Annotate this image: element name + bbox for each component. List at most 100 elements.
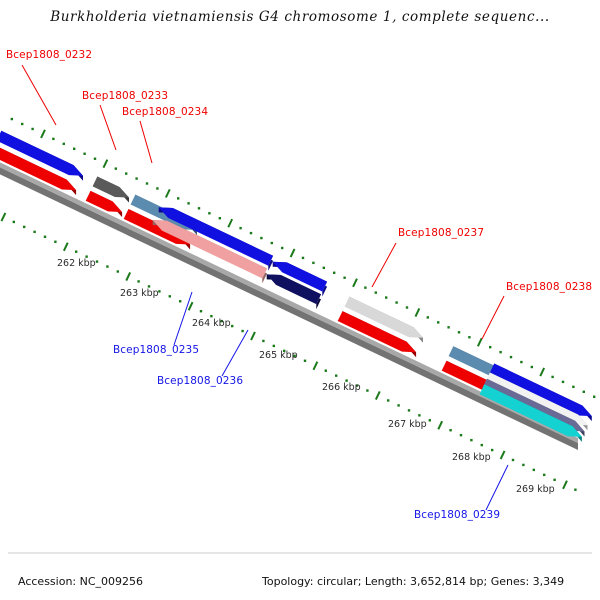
gene-feature-Bcep1808_0235-gene-track-blue[interactable] <box>158 207 274 271</box>
axis-tick-minor <box>395 301 398 304</box>
gene-label-Bcep1808_0238[interactable]: Bcep1808_0238 <box>506 281 592 293</box>
axis-tick-minor <box>239 226 242 230</box>
gene-bar-top <box>482 378 585 432</box>
axis-tick-label-5: 267 kbp <box>388 419 427 430</box>
gene-label-Bcep1808_0239[interactable]: Bcep1808_0239 <box>414 509 500 521</box>
gene-bars-layer[interactable] <box>0 130 592 442</box>
axis-tick-minor <box>387 399 390 402</box>
axis-tick-major <box>312 361 319 371</box>
gene-feature-Bcep1808_0237-gene-track-red[interactable] <box>337 311 417 358</box>
axis-tick-minor <box>324 369 328 372</box>
axis-tick-minor <box>270 241 273 245</box>
axis-tick-minor <box>106 265 109 268</box>
page-title: Burkholderia vietnamiensis G4 chromosome… <box>49 9 550 25</box>
axis-tick-minor <box>124 172 128 175</box>
axis-tick-major <box>227 218 234 228</box>
axis-tick-minor <box>561 380 565 384</box>
axis-tick-minor <box>553 478 556 482</box>
axis-tick-minor <box>530 365 533 369</box>
axis-tick-minor <box>54 240 57 243</box>
axis-tick-major <box>250 331 256 341</box>
axis-tick-minor <box>43 235 47 239</box>
gene-feature-Bcep1808_0236-gene-track-blue[interactable] <box>272 261 328 297</box>
gene-leader-line-Bcep1808_0238 <box>481 295 505 340</box>
axis-tick-minor <box>418 414 421 417</box>
gene-feature-Bcep1808_0239-gene-track-cyan[interactable] <box>479 384 582 442</box>
axis-tick-minor <box>509 355 513 359</box>
gene-label-Bcep1808_0235[interactable]: Bcep1808_0235 <box>113 344 199 356</box>
axis-tick-minor <box>85 255 88 258</box>
gene-feature-Bcep1808_0239-gene-track-slate[interactable] <box>482 378 585 437</box>
axis-tick-minor <box>457 331 461 334</box>
axis-tick-minor <box>574 488 577 491</box>
axis-tick-minor <box>426 316 429 319</box>
gene-feature-Bcep1808_0233-gene-track-red[interactable] <box>85 190 123 218</box>
gene-feature-Bcep1808_0239-gene-track-blue[interactable] <box>489 363 592 422</box>
gene-label-Bcep1808_0234[interactable]: Bcep1808_0234 <box>122 106 208 118</box>
axis-tick-minor <box>301 256 305 260</box>
axis-tick-major <box>499 450 506 460</box>
axis-tick-minor <box>147 285 151 288</box>
axis-tick-minor <box>145 182 149 185</box>
axis-tick-minor <box>260 236 263 240</box>
axis-tick-minor <box>83 152 86 155</box>
gene-label-Bcep1808_0232[interactable]: Bcep1808_0232 <box>6 49 92 61</box>
axis-tick-minor <box>262 339 265 343</box>
axis-tick-label-2: 264 kbp <box>192 318 231 329</box>
axis-tick-major <box>414 307 421 317</box>
axis-tick-major <box>562 480 568 490</box>
axis-tick-minor <box>220 319 224 323</box>
axis-tick-minor <box>156 187 159 190</box>
gene-feature-Bcep1808_0236-gene-track-navy[interactable] <box>266 274 321 310</box>
axis-tick-minor <box>488 345 492 349</box>
gene-label-Bcep1808_0233[interactable]: Bcep1808_0233 <box>82 90 168 102</box>
gene-feature-Bcep1808_0235-gene-track-pink[interactable] <box>152 220 267 284</box>
axis-tick-minor <box>52 137 55 141</box>
axis-tick-minor <box>499 350 502 354</box>
axis-tick-minor <box>241 329 244 333</box>
gene-feature-Bcep1808_0232-gene-track-red[interactable] <box>0 145 77 196</box>
axis-tick-minor <box>75 250 78 253</box>
axis-tick-major <box>40 129 46 139</box>
axis-tick-major <box>352 278 358 288</box>
axis-tick-minor <box>93 157 97 160</box>
axis-tick-minor <box>520 360 523 364</box>
axis-tick-major <box>187 301 194 311</box>
axis-tick-minor <box>231 324 234 328</box>
chromosome-backbone[interactable] <box>0 160 578 450</box>
gene-bar-top <box>337 311 417 353</box>
axis-tick-minor <box>31 127 34 131</box>
axis-tick-minor <box>199 309 203 313</box>
axis-tick-minor <box>95 260 99 263</box>
gene-feature-Bcep1808_0237-gene-track-lightgray[interactable] <box>344 296 423 343</box>
axis-tick-minor <box>176 197 180 200</box>
axis-tick-minor <box>551 375 554 379</box>
gene-leader-line-Bcep1808_0237 <box>371 242 397 288</box>
gene-feature-Bcep1808_0233-gene-track-gray[interactable] <box>92 176 129 203</box>
gene-bar-top <box>344 296 423 338</box>
axis-tick-minor <box>312 261 315 265</box>
gene-leader-line-Bcep1808_0236 <box>221 329 249 377</box>
gene-leader-line-Bcep1808_0239 <box>485 464 509 511</box>
axis-tick-major <box>374 391 381 400</box>
gene-label-Bcep1808_0237[interactable]: Bcep1808_0237 <box>398 227 484 239</box>
axis-tick-minor <box>293 354 296 358</box>
axis-tick-minor <box>72 147 76 151</box>
axis-tick-minor <box>582 390 585 394</box>
gene-labels-layer[interactable]: Bcep1808_0232 Bcep1808_0233 Bcep1808_0234 B… <box>6 49 592 521</box>
axis-tick-major <box>289 248 296 258</box>
axis-tick-minor <box>511 458 515 462</box>
gene-feature-Bcep1808_0232-gene-track-blue[interactable] <box>0 130 83 181</box>
accession-text: Accession: NC_009256 <box>18 575 143 588</box>
gene-label-Bcep1808_0236[interactable]: Bcep1808_0236 <box>157 375 243 387</box>
axis-tick-minor <box>158 290 161 293</box>
gene-feature-Bcep1808_0239-gene-track-white[interactable] <box>485 372 588 431</box>
axis-tick-minor <box>116 270 120 273</box>
axis-tick-minor <box>335 374 338 377</box>
axis-tick-label-0: 262 kbp <box>57 258 96 269</box>
axis-tick-minor <box>384 296 388 299</box>
axis-tick-minor <box>332 271 336 274</box>
axis-tick-minor <box>532 468 536 472</box>
